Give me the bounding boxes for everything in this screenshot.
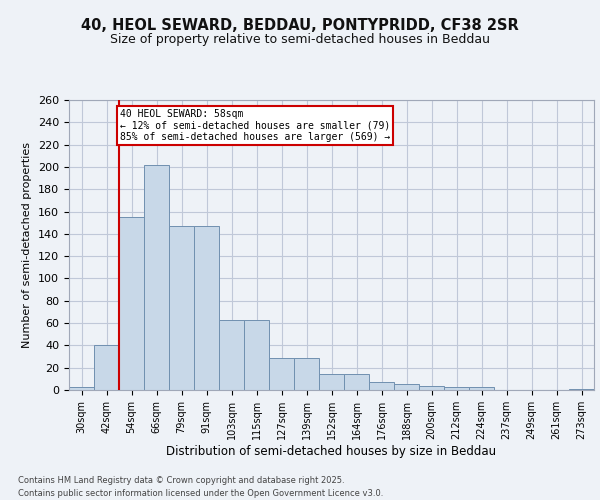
Bar [94,346,119,390]
Bar [294,358,319,390]
Text: Size of property relative to semi-detached houses in Beddau: Size of property relative to semi-detach… [110,32,490,46]
Bar [444,386,469,390]
Bar [344,374,369,390]
Bar [144,164,169,390]
Y-axis label: Number of semi-detached properties: Number of semi-detached properties [22,142,32,348]
Bar [319,374,344,390]
Bar [419,386,444,390]
Bar [269,358,294,390]
Text: Contains HM Land Registry data © Crown copyright and database right 2025.
Contai: Contains HM Land Registry data © Crown c… [18,476,383,498]
Bar [244,320,269,390]
Bar [69,386,94,390]
Bar [394,384,419,390]
X-axis label: Distribution of semi-detached houses by size in Beddau: Distribution of semi-detached houses by … [166,444,497,458]
Bar [119,217,144,390]
Bar [219,320,244,390]
Bar [469,386,494,390]
Text: 40, HEOL SEWARD, BEDDAU, PONTYPRIDD, CF38 2SR: 40, HEOL SEWARD, BEDDAU, PONTYPRIDD, CF3… [81,18,519,32]
Bar [569,389,594,390]
Bar [169,226,194,390]
Bar [369,382,394,390]
Bar [194,226,219,390]
Text: 40 HEOL SEWARD: 58sqm
← 12% of semi-detached houses are smaller (79)
85% of semi: 40 HEOL SEWARD: 58sqm ← 12% of semi-deta… [120,109,391,142]
